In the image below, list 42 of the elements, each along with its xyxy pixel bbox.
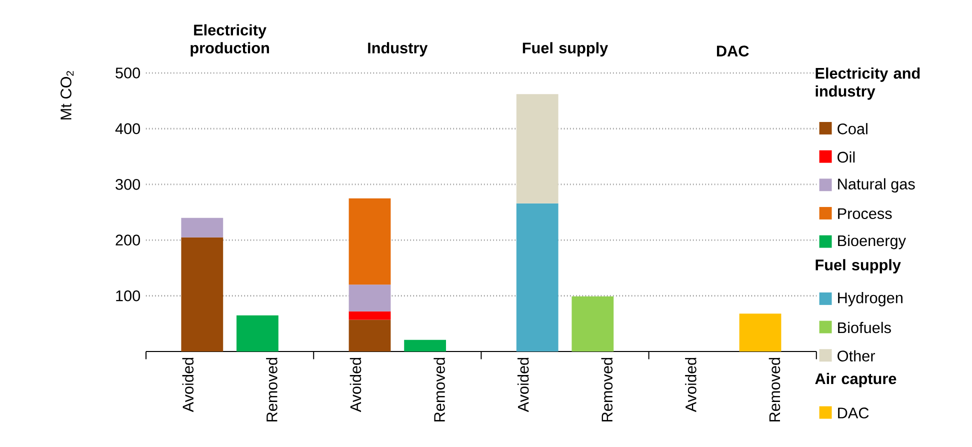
x-tick-label: Removed [434,358,445,422]
bar [572,296,614,352]
x-tick-label: Removed [266,358,278,422]
legend-label: Other [838,350,876,362]
y-tick-label: 300 [116,179,140,190]
y-tick-label: 500 [116,68,140,79]
x-tick-label: Avoided [182,358,194,412]
bar [181,238,224,352]
y-tick-label: 100 [116,290,140,302]
bar [236,316,278,352]
x-tick-label: Removed [768,358,780,422]
annotation: Fuel supply [816,259,901,274]
text: DAC [716,46,749,57]
legend-label: DAC [838,408,869,419]
x-tick-label: Avoided [517,358,529,412]
y-axis-title: Mt CO$_{2}$ [60,71,74,120]
legend-label: Coal [838,123,868,135]
x-tick-label: Removed [601,358,613,422]
bar [348,284,391,312]
y-tick-label: 400 [115,123,140,134]
legend-label: Natural gas [838,178,915,193]
bar [181,218,224,238]
legend-label: Hydrogen [838,292,902,307]
legend-label: Oil [838,152,855,163]
x-tick-label: Avoided [350,358,362,412]
text: Industry [368,42,428,57]
y-tick-label: 200 [116,234,140,246]
bar [348,198,391,285]
legend-label: Biofuels [838,322,891,334]
bar [739,314,782,352]
text: Air capture [815,373,896,388]
text: Fuel supply [522,42,608,57]
legend-label: Bioenergy [838,235,906,250]
bar [404,340,446,352]
bar [516,94,558,204]
bar [348,320,391,352]
legend-label: Process [838,208,892,220]
bar [516,204,558,352]
x-tick-label: Avoided [685,358,696,412]
text: Electricity production [190,24,269,57]
bar [348,312,391,320]
annotation: Electricity and industry [816,68,920,100]
